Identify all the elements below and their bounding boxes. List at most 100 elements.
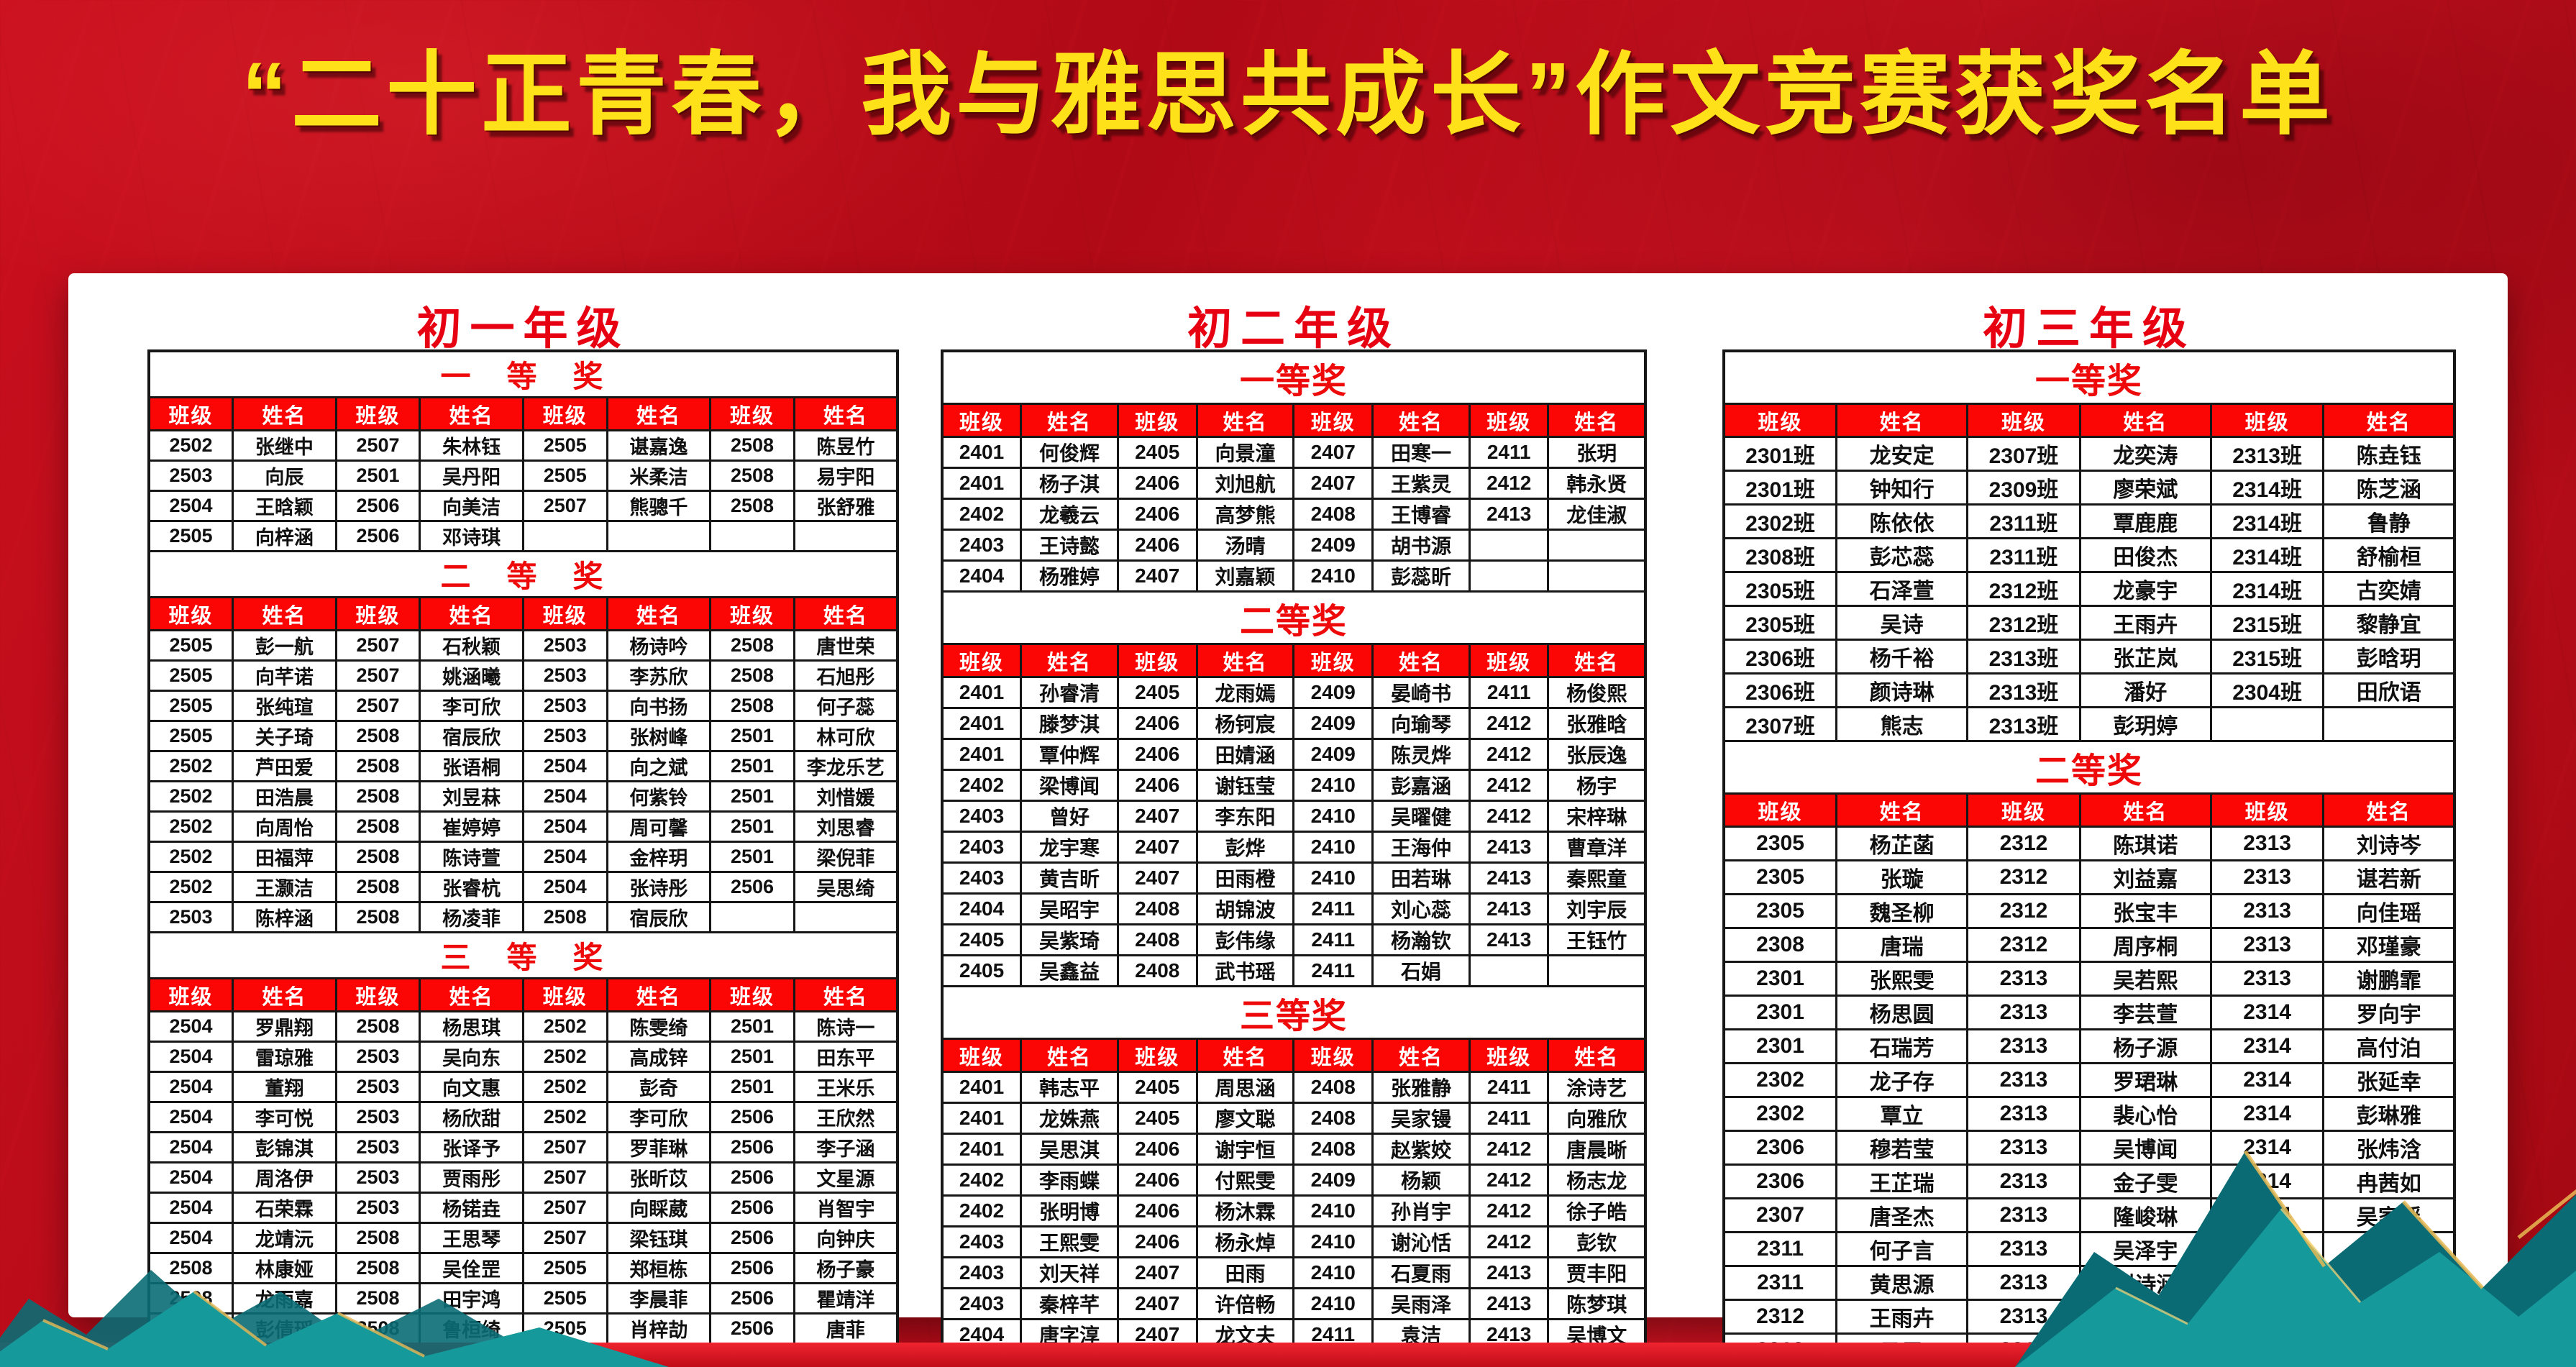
name-cell: 李雨蝶	[1020, 1163, 1119, 1197]
name-header: 姓名	[2322, 792, 2456, 828]
name-cell: 郑桓栋	[606, 1252, 712, 1284]
name-cell: 董翔	[232, 1071, 337, 1103]
name-cell: 杨凌菲	[419, 901, 524, 933]
name-cell: 陈梦琪	[1547, 1287, 1647, 1320]
class-cell: 2401	[941, 707, 1023, 740]
name-cell: 龙奕涛	[2078, 436, 2212, 472]
name-header: 姓名	[606, 977, 712, 1012]
name-cell: 杨永焯	[1195, 1225, 1295, 1258]
name-cell: 秦熙童	[1547, 861, 1647, 895]
name-cell: 李苏欣	[606, 659, 712, 692]
name-cell: 罗菲琳	[606, 1131, 712, 1163]
name-cell: 杨颖	[1371, 1163, 1471, 1197]
name-cell: 宿辰欣	[606, 901, 712, 933]
name-cell: 周序桐	[2078, 927, 2212, 963]
name-cell: 龙佳淑	[1547, 498, 1647, 531]
name-cell: 付熙雯	[1195, 1163, 1295, 1197]
class-cell: 2314	[2209, 995, 2325, 1030]
table-row: 2508 龙雨嘉 2508 田宇鸿 2505 李晨菲 2506 瞿靖洋	[147, 1282, 899, 1315]
name-cell: 张昕苡	[606, 1161, 712, 1194]
name-header: 姓名	[1835, 403, 1969, 438]
name-cell: 彭锦淇	[232, 1131, 337, 1163]
class-cell: 2413	[1468, 861, 1550, 895]
class-cell: 2508	[709, 659, 795, 692]
class-cell	[1468, 529, 1550, 562]
name-header: 姓名	[1195, 1038, 1295, 1073]
name-header: 姓名	[606, 396, 712, 431]
class-cell: 2402	[941, 498, 1023, 531]
table-row: 2502 田福萍 2508 陈诗萱 2504 金梓玥 2501 梁倪菲	[147, 841, 899, 873]
class-cell: 2411	[1292, 954, 1374, 987]
table-row: 2403 刘天祥 2407 田雨 2410 石夏雨 2413 贾丰阳	[941, 1256, 1647, 1289]
name-cell: 贾雨彤	[419, 1161, 524, 1194]
name-cell: 张译予	[419, 1131, 524, 1163]
table-row: 2403 黄吉昕 2407 田雨橙 2410 田若琳 2413 秦熙童	[941, 861, 1647, 895]
class-cell: 2305班	[1722, 605, 1838, 641]
name-cell: 吴紫琦	[1020, 923, 1119, 956]
prize-title: 二 等 奖	[147, 550, 899, 598]
name-cell: 杨志龙	[1547, 1163, 1647, 1197]
class-cell: 2314	[2209, 1130, 2325, 1166]
class-cell: 2409	[1292, 738, 1374, 771]
table-row: 2508 彭倩瑶 2508 鲁桓绮 2505 肖梓劼 2506 唐菲	[147, 1312, 899, 1345]
name-cell: 陈雯绮	[606, 1010, 712, 1043]
class-cell: 2413	[1468, 1287, 1550, 1320]
table-row: 2403 王诗懿 2406 汤晴 2409 胡书源	[941, 529, 1647, 562]
name-cell: 贾丰阳	[1547, 1256, 1647, 1289]
class-cell: 2314	[2209, 1096, 2325, 1132]
name-cell: 彭芯蕊	[1835, 537, 1969, 573]
class-cell: 2401	[941, 436, 1023, 469]
class-cell	[709, 520, 795, 552]
name-cell: 覃立	[1835, 1096, 1969, 1132]
name-cell	[2322, 706, 2456, 742]
class-cell: 2508	[334, 901, 421, 933]
class-cell: 2505	[147, 659, 234, 692]
class-cell: 2506	[709, 1192, 795, 1224]
class-cell: 2406	[1116, 769, 1198, 802]
class-cell: 2501	[709, 1010, 795, 1043]
name-header: 姓名	[419, 977, 524, 1012]
name-cell: 杨雅婷	[1020, 559, 1119, 593]
class-cell: 2303	[2209, 1265, 2325, 1301]
class-cell: 2313班	[2209, 436, 2325, 472]
name-cell: 段宥杰	[2322, 1231, 2456, 1267]
class-cell: 2314班	[2209, 470, 2325, 506]
class-cell: 2313班	[1966, 706, 2081, 742]
class-cell: 2508	[709, 429, 795, 462]
class-cell: 2308班	[1722, 537, 1838, 573]
name-cell: 吴家瑶	[2322, 1197, 2456, 1233]
class-cell: 2504	[521, 810, 608, 843]
name-cell: 吴泽宇	[2078, 1231, 2212, 1267]
class-cell: 2504	[521, 780, 608, 813]
name-cell: 滕梦淇	[1020, 707, 1119, 740]
name-cell: 高付泊	[2322, 1028, 2456, 1064]
class-cell: 2505	[521, 1312, 608, 1345]
class-cell: 2307	[1722, 1197, 1838, 1233]
name-cell: 杨钶宸	[1195, 707, 1295, 740]
class-cell: 2502	[521, 1041, 608, 1073]
class-cell: 2503	[334, 1192, 421, 1224]
class-cell: 2407	[1292, 467, 1374, 500]
class-cell: 2504	[521, 750, 608, 782]
class-cell: 2404	[941, 892, 1023, 925]
class-cell: 2412	[1468, 800, 1550, 833]
class-header: 班级	[1722, 792, 1838, 828]
class-cell: 2506	[709, 1131, 795, 1163]
name-cell: 向书扬	[606, 690, 712, 722]
name-cell: 舒榆桓	[2322, 537, 2456, 573]
class-cell: 2505	[521, 460, 608, 492]
name-cell: 王博睿	[1371, 498, 1471, 531]
class-header: 班级	[1468, 643, 1550, 678]
name-cell: 胡锦波	[1195, 892, 1295, 925]
class-cell: 2506	[709, 1252, 795, 1284]
class-header: 班级	[521, 596, 608, 631]
name-cell: 张纯瑄	[232, 690, 337, 722]
table-row: 2405 吴鑫益 2408 武书瑶 2411 石娟	[941, 954, 1647, 987]
class-cell: 2506	[334, 520, 421, 552]
class-cell: 2410	[1292, 1287, 1374, 1320]
name-cell: 向佳瑶	[2322, 893, 2456, 929]
name-cell: 瞿靖洋	[793, 1282, 899, 1315]
class-cell: 2507	[334, 629, 421, 662]
name-cell: 彭琳雅	[2322, 1096, 2456, 1132]
name-cell: 龙雨嘉	[232, 1282, 337, 1315]
